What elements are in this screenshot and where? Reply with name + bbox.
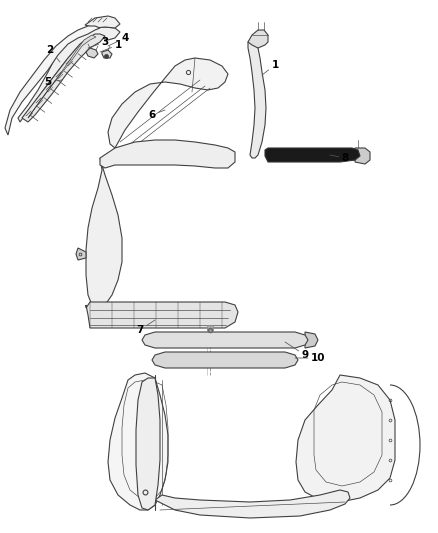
Polygon shape bbox=[22, 34, 105, 122]
Polygon shape bbox=[100, 140, 235, 168]
Polygon shape bbox=[86, 158, 122, 308]
Polygon shape bbox=[305, 332, 318, 348]
Polygon shape bbox=[296, 375, 395, 502]
Polygon shape bbox=[76, 248, 86, 260]
Polygon shape bbox=[152, 352, 298, 368]
Text: 5: 5 bbox=[44, 77, 62, 87]
Polygon shape bbox=[18, 27, 120, 122]
Text: 8: 8 bbox=[330, 153, 349, 163]
Polygon shape bbox=[265, 148, 360, 162]
Text: 7: 7 bbox=[136, 320, 155, 335]
Text: 6: 6 bbox=[148, 110, 165, 120]
Polygon shape bbox=[108, 58, 228, 148]
Polygon shape bbox=[86, 48, 98, 58]
Text: 2: 2 bbox=[46, 45, 60, 62]
Text: 4: 4 bbox=[108, 33, 129, 46]
Polygon shape bbox=[248, 40, 266, 158]
Polygon shape bbox=[86, 302, 238, 328]
Polygon shape bbox=[142, 332, 308, 348]
Polygon shape bbox=[108, 373, 168, 510]
Polygon shape bbox=[355, 148, 370, 164]
Polygon shape bbox=[248, 30, 268, 48]
Polygon shape bbox=[5, 26, 100, 135]
Polygon shape bbox=[102, 50, 112, 58]
Polygon shape bbox=[28, 35, 96, 118]
Polygon shape bbox=[85, 16, 120, 28]
Polygon shape bbox=[136, 378, 160, 510]
Text: 10: 10 bbox=[295, 353, 325, 363]
Text: 1: 1 bbox=[262, 60, 279, 75]
Text: 9: 9 bbox=[285, 342, 308, 360]
Text: 1: 1 bbox=[100, 40, 122, 52]
Polygon shape bbox=[155, 490, 350, 518]
Text: 3: 3 bbox=[88, 37, 109, 48]
